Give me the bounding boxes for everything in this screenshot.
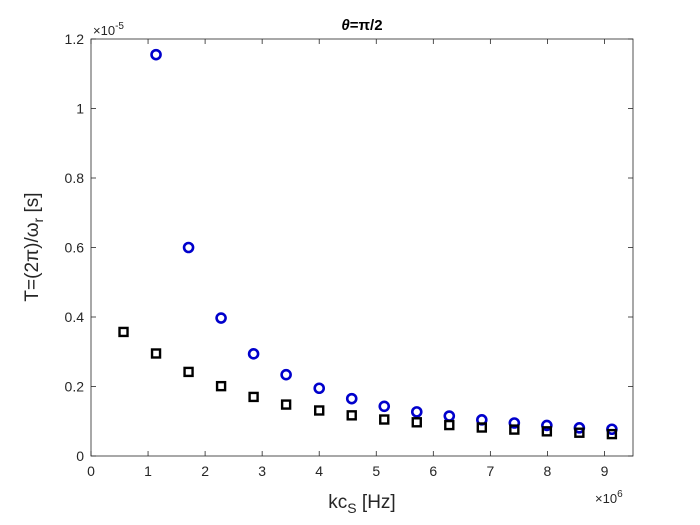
circle-marker	[508, 417, 521, 429]
x-exponent-label: ×106	[595, 489, 623, 506]
circle-marker	[541, 419, 553, 432]
square-marker	[183, 366, 194, 378]
x-tick-label: 2	[201, 463, 209, 479]
square-marker	[346, 410, 357, 421]
circle-marker	[410, 406, 423, 418]
y-tick-label: 1.2	[65, 31, 85, 47]
title-symbol: θ	[341, 17, 350, 34]
x-label-unit: [Hz]	[357, 492, 396, 513]
square-marker	[509, 424, 520, 435]
x-tick-label: 3	[258, 463, 266, 479]
x-tick-label: 6	[429, 463, 437, 479]
circle-marker	[313, 382, 326, 395]
circle-marker	[280, 368, 292, 381]
circle-marker	[215, 312, 227, 324]
y-exponent-power: -5	[115, 21, 124, 32]
circle-marker	[182, 241, 195, 254]
y-axis-label: T=(2π)/ωr [s]	[22, 192, 46, 301]
title-rest: =π/2	[350, 17, 383, 34]
circle-marker	[378, 400, 391, 413]
y-tick-label: 0.6	[65, 240, 85, 256]
x-axis-label: kcS [Hz]	[328, 492, 395, 516]
x-exponent-base: ×10	[595, 491, 617, 506]
circle-marker	[247, 348, 260, 360]
square-marker	[574, 427, 585, 438]
y-label-unit: [s]	[22, 192, 43, 217]
square-marker	[541, 426, 553, 437]
x-label-sub: S	[347, 500, 356, 516]
x-tick-label: 5	[372, 463, 380, 479]
x-label-main: kc	[328, 492, 347, 513]
y-tick-label: 0	[76, 448, 84, 464]
y-tick-label: 0.2	[65, 379, 85, 395]
square-marker	[444, 419, 455, 431]
x-tick-label: 0	[87, 463, 95, 479]
circle-marker	[345, 392, 358, 405]
chart-title: θ=π/2	[341, 17, 382, 34]
y-exponent-base: ×10	[93, 23, 115, 38]
x-axis-ticks: 0 1 2 3 4 5 6 7 8 9	[87, 39, 609, 479]
square-marker	[476, 422, 488, 433]
x-tick-label: 4	[315, 463, 323, 479]
square-marker	[314, 405, 325, 416]
square-marker	[150, 348, 162, 359]
square-marker	[606, 428, 618, 440]
x-exponent-power: 6	[617, 489, 623, 500]
y-exponent-label: ×10-5	[93, 21, 124, 38]
y-label-sub: r	[30, 217, 46, 222]
plot-area	[90, 38, 634, 457]
y-axis-ticks: 0 0.2 0.4 0.6 0.8 1 1.2	[65, 31, 633, 464]
square-marker	[248, 391, 259, 403]
circle-marker	[150, 48, 162, 61]
square-marker	[215, 380, 227, 392]
x-tick-label: 8	[544, 463, 552, 479]
data-points	[118, 48, 618, 440]
y-tick-label: 1	[76, 101, 84, 117]
x-tick-label: 9	[601, 463, 609, 479]
y-tick-label: 0.8	[65, 170, 85, 186]
square-marker	[379, 414, 390, 425]
square-marker	[411, 417, 422, 428]
x-tick-label: 1	[144, 463, 152, 479]
y-tick-label: 0.4	[65, 309, 85, 325]
y-label-main: T=(2π)/ω	[22, 222, 43, 301]
square-marker	[280, 399, 292, 410]
x-tick-label: 7	[486, 463, 494, 479]
square-marker	[118, 326, 129, 338]
